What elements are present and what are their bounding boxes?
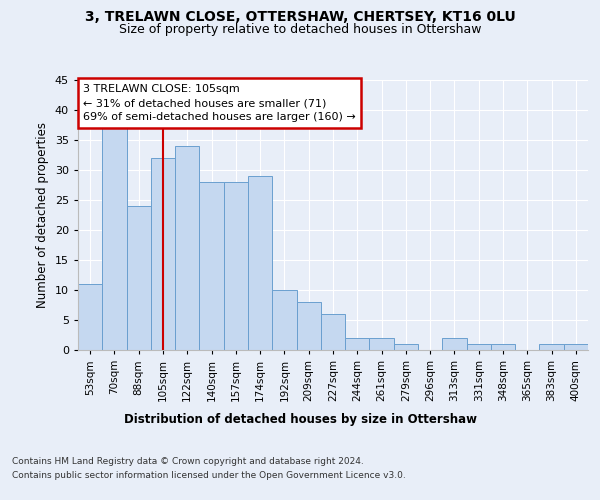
Bar (442, 338, 467, 350)
Bar (199, 182, 224, 350)
Bar (272, 290, 296, 350)
Bar (467, 344, 491, 350)
Bar (394, 344, 418, 350)
Bar (321, 314, 345, 350)
Bar (102, 128, 127, 350)
Text: Distribution of detached houses by size in Ottershaw: Distribution of detached houses by size … (124, 412, 476, 426)
Bar (491, 344, 515, 350)
Text: Contains HM Land Registry data © Crown copyright and database right 2024.: Contains HM Land Registry data © Crown c… (12, 458, 364, 466)
Bar (248, 176, 272, 350)
Bar (539, 344, 564, 350)
Bar (151, 158, 175, 350)
Bar (345, 338, 370, 350)
Bar (175, 146, 199, 350)
Bar (78, 284, 102, 350)
Bar (564, 344, 588, 350)
Text: 3, TRELAWN CLOSE, OTTERSHAW, CHERTSEY, KT16 0LU: 3, TRELAWN CLOSE, OTTERSHAW, CHERTSEY, K… (85, 10, 515, 24)
Bar (370, 338, 394, 350)
Text: Size of property relative to detached houses in Ottershaw: Size of property relative to detached ho… (119, 22, 481, 36)
Text: 3 TRELAWN CLOSE: 105sqm
← 31% of detached houses are smaller (71)
69% of semi-de: 3 TRELAWN CLOSE: 105sqm ← 31% of detache… (83, 84, 356, 122)
Text: Contains public sector information licensed under the Open Government Licence v3: Contains public sector information licen… (12, 471, 406, 480)
Bar (296, 302, 321, 350)
Bar (224, 182, 248, 350)
Y-axis label: Number of detached properties: Number of detached properties (36, 122, 49, 308)
Bar (127, 206, 151, 350)
